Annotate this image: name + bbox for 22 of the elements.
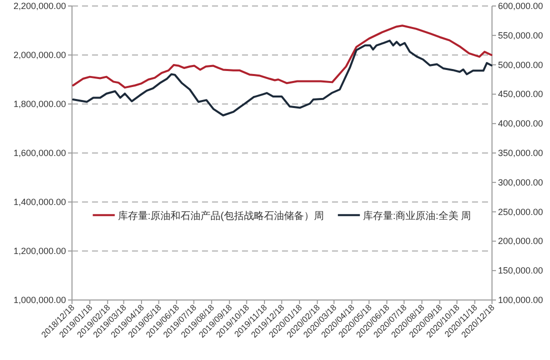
y-tick-label: 1,600,000.00 <box>13 148 66 158</box>
y2-tick-label: 100,000.00 <box>498 295 544 305</box>
y2-tick-label: 400,000.00 <box>498 118 544 129</box>
y-tick-label: 1,800,000.00 <box>13 99 66 109</box>
legend-label: 库存量:原油和石油产品(包括战略石油储备）周 <box>118 210 324 222</box>
y-tick-label: 2,000,000.00 <box>13 50 66 60</box>
y2-tick-label: 350,000.00 <box>498 148 544 158</box>
y2-tick-label: 500,000.00 <box>498 60 544 70</box>
line-series <box>72 40 492 116</box>
y2-tick-label: 550,000.00 <box>498 30 544 40</box>
y2-tick-label: 150,000.00 <box>498 266 544 276</box>
line-series <box>72 24 492 89</box>
y-tick-label: 1,400,000.00 <box>13 197 66 207</box>
y-tick-label: 1,000,000.00 <box>13 295 66 305</box>
y2-tick-label: 300,000.00 <box>498 177 544 188</box>
legend-label: 库存量:商业原油:全美 周 <box>362 210 472 222</box>
y2-tick-label: 200,000.00 <box>498 236 544 246</box>
y-tick-label: 1,200,000.00 <box>13 246 66 256</box>
y-tick-label: 2,200,000.00 <box>13 1 66 11</box>
y2-tick-label: 600,000.00 <box>498 1 544 11</box>
y2-tick-label: 450,000.00 <box>498 89 544 100</box>
y2-tick-label: 250,000.00 <box>498 206 544 217</box>
